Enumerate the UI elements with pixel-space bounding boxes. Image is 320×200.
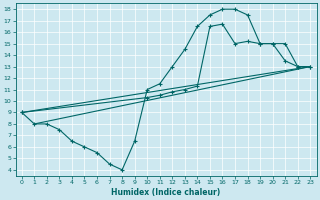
X-axis label: Humidex (Indice chaleur): Humidex (Indice chaleur)	[111, 188, 221, 197]
